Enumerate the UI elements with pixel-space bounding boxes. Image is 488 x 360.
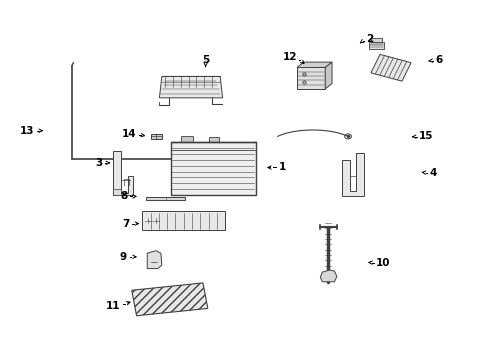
Text: 10: 10 [375,258,389,268]
Polygon shape [320,270,336,282]
Text: 2: 2 [366,34,372,44]
Text: 14: 14 [122,129,136,139]
Text: 8: 8 [121,192,127,202]
Polygon shape [296,62,331,67]
Text: 5: 5 [202,55,209,65]
Bar [209,138,219,142]
Polygon shape [159,76,222,98]
Text: 4: 4 [428,168,436,178]
Polygon shape [113,189,120,195]
Text: 1: 1 [278,162,285,172]
Circle shape [143,217,153,224]
Polygon shape [370,54,410,81]
Text: 6: 6 [434,55,442,65]
Polygon shape [296,67,325,89]
Polygon shape [325,62,331,89]
Text: 12: 12 [282,52,296,62]
Polygon shape [341,153,363,196]
Polygon shape [146,197,185,201]
Circle shape [151,217,161,224]
Text: 13: 13 [20,126,34,136]
Text: 9: 9 [120,252,126,262]
Polygon shape [170,142,255,195]
Polygon shape [371,38,381,42]
Bar [151,134,162,139]
Text: 15: 15 [418,131,432,141]
Polygon shape [113,152,132,195]
Polygon shape [131,283,207,316]
Bar [181,136,193,142]
Polygon shape [147,251,162,269]
Polygon shape [369,42,383,49]
Text: 3: 3 [95,158,102,168]
Text: 7: 7 [122,219,129,229]
Polygon shape [142,211,224,230]
Text: 11: 11 [105,301,120,311]
